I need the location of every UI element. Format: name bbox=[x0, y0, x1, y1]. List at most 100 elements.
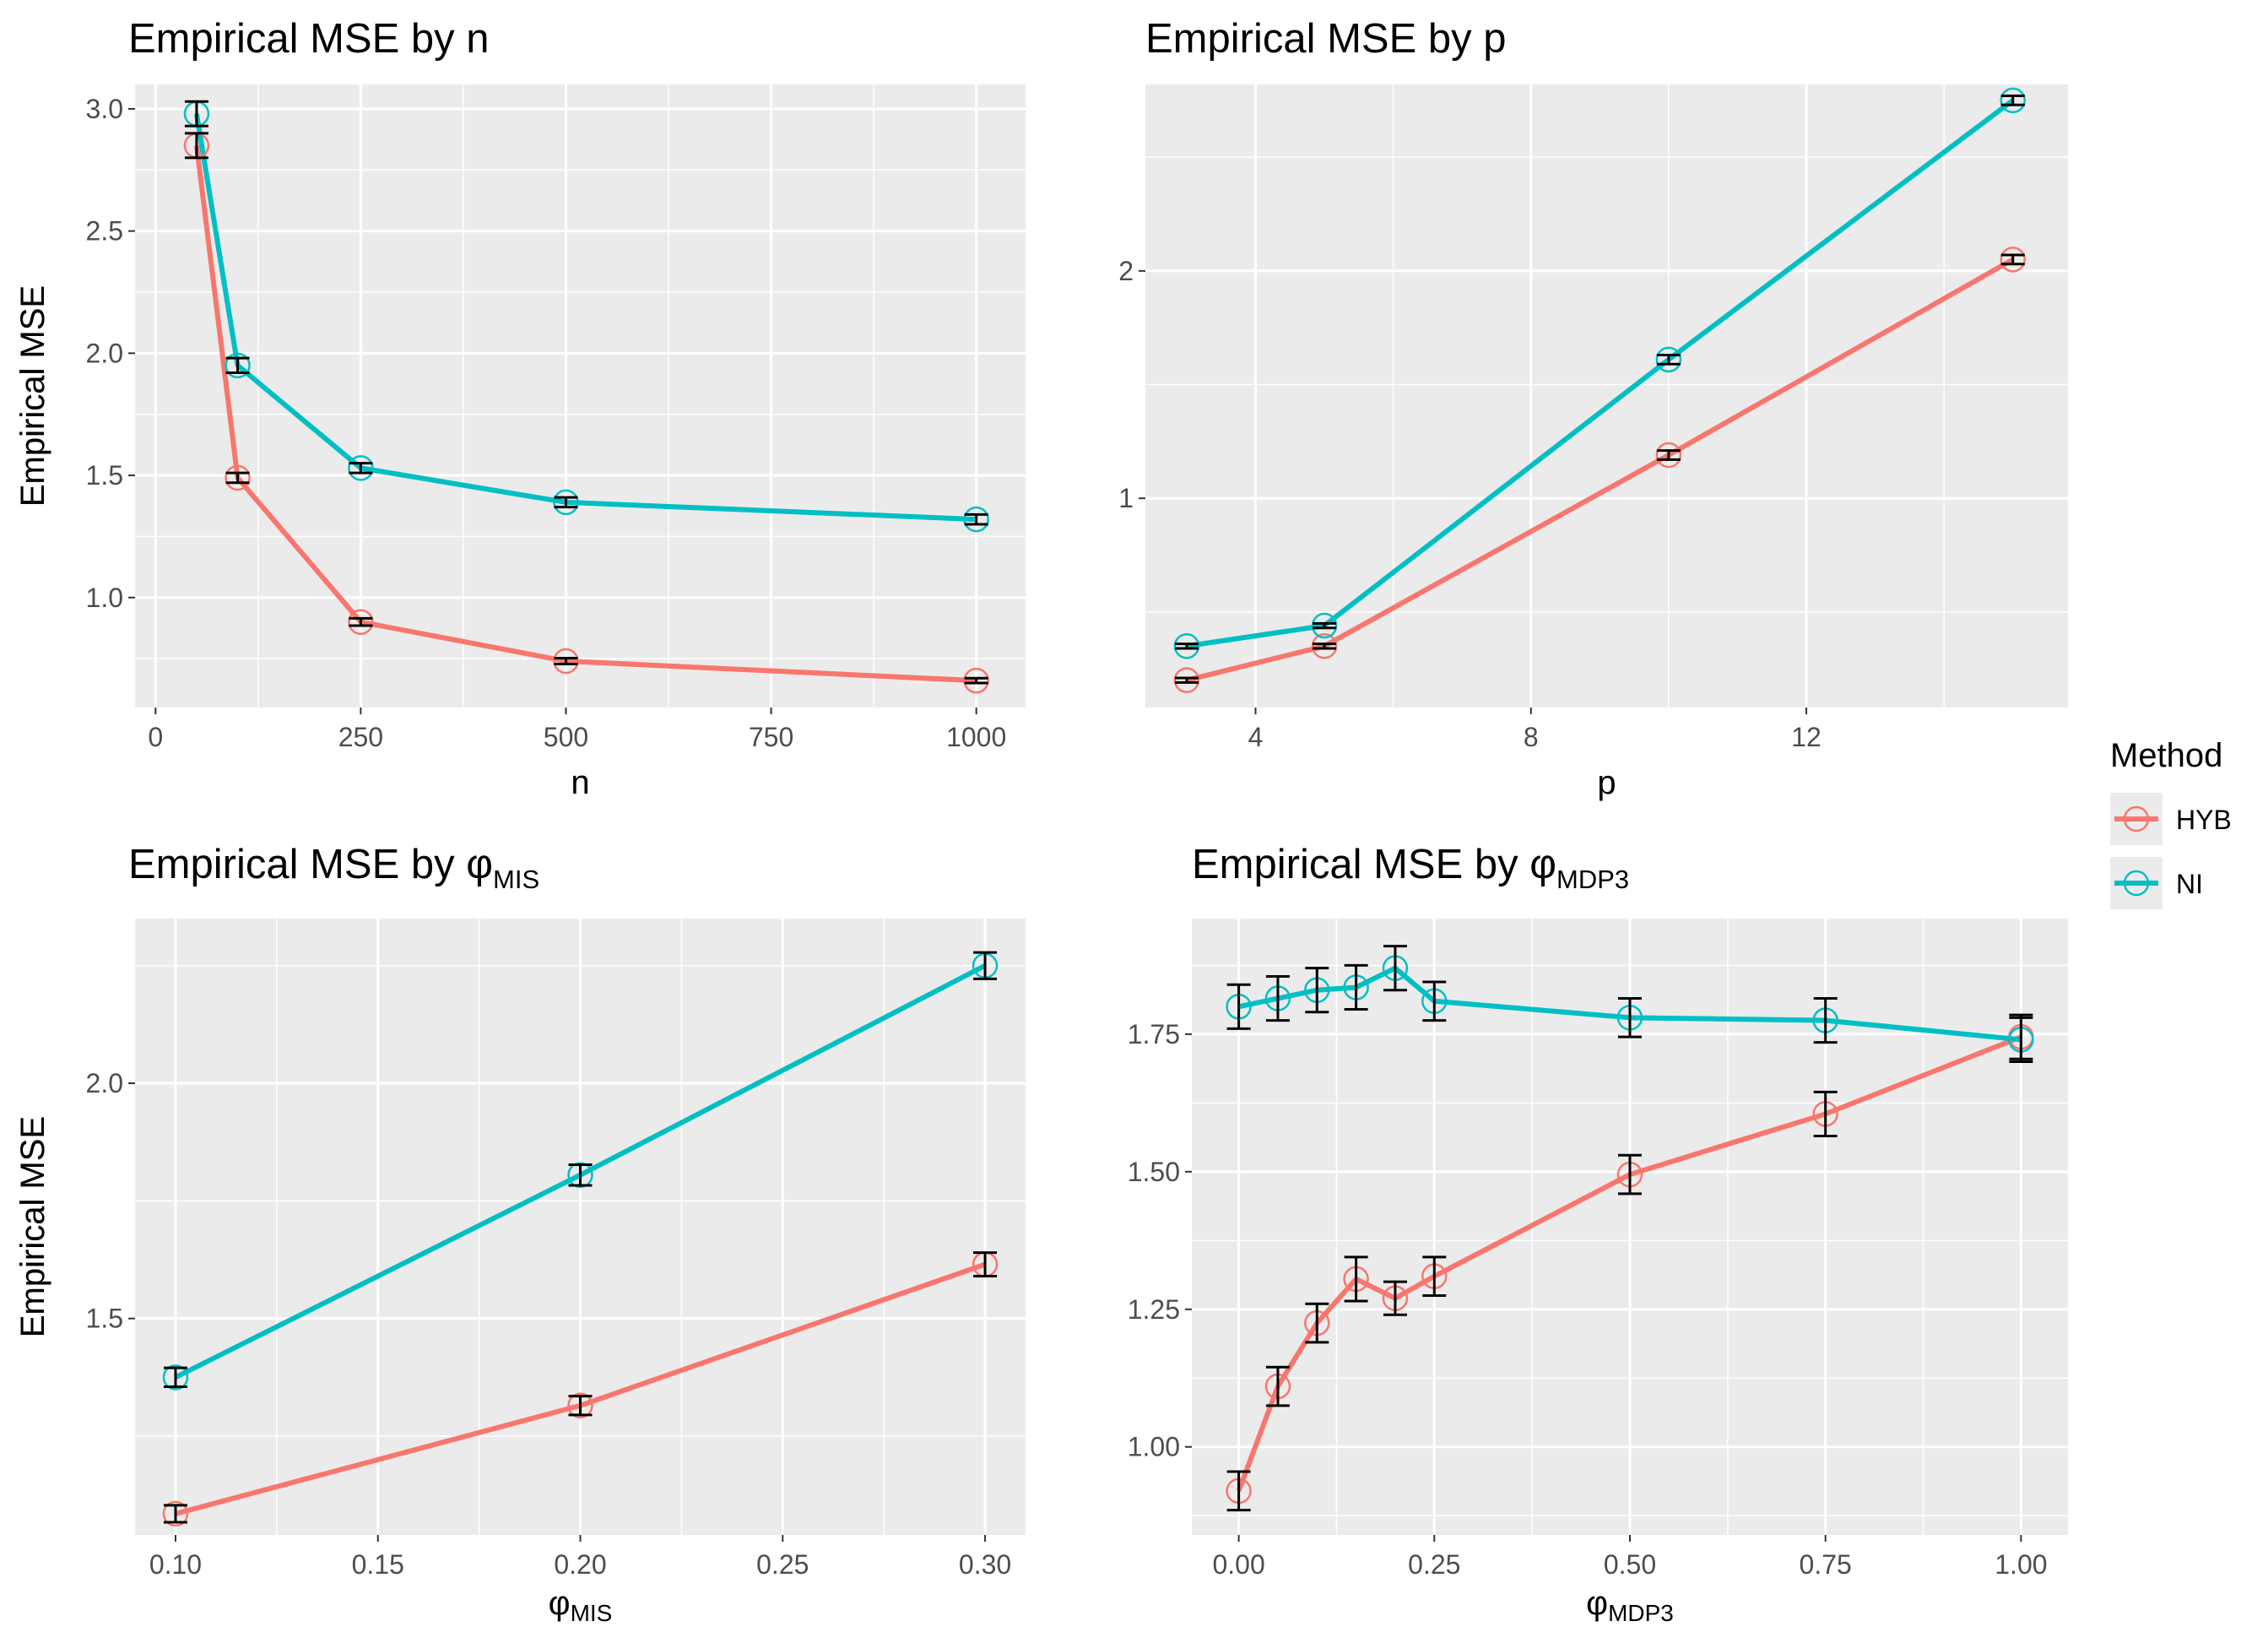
x-axis-label-subscript: MIS bbox=[571, 1600, 613, 1626]
panel-3: 0.10 0.15 0.20 0.25 0.30 1.5 2.0 Empirical MSE … bbox=[14, 842, 1026, 1626]
data-point-hyb bbox=[1655, 442, 1682, 469]
error-bar-hyb bbox=[1618, 1153, 1642, 1196]
error-bar-ni bbox=[1226, 983, 1251, 1030]
x-tick-label: 0.20 bbox=[554, 1549, 606, 1580]
y-tick-label: 2.0 bbox=[86, 338, 123, 368]
error-bar-ni bbox=[2000, 94, 2025, 106]
data-point-hyb bbox=[567, 1392, 593, 1419]
x-axis-label-subscript: MDP3 bbox=[1608, 1600, 1674, 1626]
x-tick-label: 8 bbox=[1524, 722, 1539, 752]
error-bar-hyb bbox=[554, 657, 578, 665]
x-tick-label: 0.10 bbox=[149, 1549, 202, 1580]
error-bar-ni bbox=[2009, 1016, 2033, 1063]
data-point-ni bbox=[1173, 633, 1200, 659]
chart-title-main: Empirical MSE by φ bbox=[128, 842, 493, 887]
x-tick-label: 1000 bbox=[946, 722, 1006, 752]
x-tick-label: 0.15 bbox=[352, 1549, 404, 1580]
error-bar-hyb bbox=[1305, 1302, 1329, 1344]
error-bar-hyb bbox=[349, 616, 373, 627]
x-tick-label: 0.25 bbox=[1408, 1549, 1460, 1580]
y-axis-label: Empirical MSE bbox=[14, 285, 51, 507]
error-bar-ni bbox=[163, 1366, 187, 1388]
error-bar-ni bbox=[349, 462, 373, 474]
data-point-ni bbox=[1655, 346, 1682, 373]
y-axis-label: Empirical MSE bbox=[14, 285, 51, 507]
error-bar-hyb bbox=[184, 132, 208, 160]
data-point-ni bbox=[963, 506, 989, 533]
plot-background bbox=[1145, 84, 2068, 708]
chart-title: Empirical MSE by p bbox=[1145, 16, 1507, 62]
y-tick-label: 1.50 bbox=[1128, 1157, 1180, 1187]
data-point-hyb bbox=[963, 667, 989, 694]
data-point-ni bbox=[553, 489, 579, 516]
x-tick-label: 0.30 bbox=[959, 1549, 1011, 1580]
legend-key-marker-ni bbox=[2123, 870, 2150, 897]
y-tick-label: 1.00 bbox=[1128, 1432, 1180, 1462]
error-bar-ni bbox=[1383, 945, 1407, 992]
y-tick-label: 2 bbox=[1118, 256, 1134, 286]
error-bar-ni bbox=[1618, 997, 1642, 1038]
error-bar-hyb bbox=[1174, 676, 1199, 684]
y-axis-label: Empirical MSE bbox=[14, 1116, 51, 1337]
error-bar-ni bbox=[1265, 974, 1290, 1022]
series-line-ni bbox=[1186, 98, 2015, 649]
error-bar-ni bbox=[568, 1163, 593, 1187]
error-bar-ni bbox=[554, 496, 578, 509]
y-tick-label: 2.5 bbox=[86, 216, 123, 247]
x-tick-label: 0.50 bbox=[1604, 1549, 1656, 1580]
error-bar-ni bbox=[1656, 354, 1681, 366]
error-bar-hyb bbox=[1226, 1470, 1251, 1512]
y-tick-label: 2.0 bbox=[86, 1068, 123, 1098]
error-bar-hyb bbox=[2000, 253, 2025, 266]
x-tick-label: 12 bbox=[1791, 722, 1821, 752]
x-axis-label: φMDP3 bbox=[1586, 1585, 1674, 1626]
error-bar-hyb bbox=[964, 676, 988, 685]
error-bar-ni bbox=[225, 356, 250, 375]
chart-title: Empirical MSE by φMDP3 bbox=[1192, 842, 1629, 894]
error-bar-hyb bbox=[973, 1251, 998, 1278]
x-tick-label: 250 bbox=[338, 722, 383, 752]
chart-title-subscript: MDP3 bbox=[1556, 865, 1629, 894]
y-tick-label: 1.5 bbox=[86, 1304, 123, 1334]
data-point-ni bbox=[567, 1162, 593, 1188]
chart-title-main: Empirical MSE by n bbox=[128, 16, 490, 62]
legend-key-marker-hyb bbox=[2123, 805, 2150, 832]
data-point-ni bbox=[2000, 87, 2026, 114]
error-bar-hyb bbox=[225, 471, 250, 485]
error-bar-ni bbox=[1813, 997, 1838, 1044]
plot-background bbox=[135, 84, 1026, 708]
legend-label-ni: NI bbox=[2176, 869, 2203, 899]
data-point-hyb bbox=[162, 1500, 189, 1527]
data-point-ni bbox=[348, 455, 374, 481]
y-tick-label: 1.0 bbox=[86, 583, 123, 613]
chart-title-main: Empirical MSE by φ bbox=[1192, 842, 1556, 887]
legend: Method HYB NI bbox=[2110, 737, 2232, 909]
y-axis-label: Empirical MSE bbox=[14, 1116, 51, 1337]
data-point-ni bbox=[225, 352, 251, 379]
x-tick-label: 750 bbox=[749, 722, 793, 752]
x-axis-label: n bbox=[571, 764, 589, 801]
panel-1: 0 250 500 750 1000 1.0 1.5 2.0 2.5 3.0 Empirical M… bbox=[14, 16, 1026, 801]
data-point-hyb bbox=[1173, 667, 1200, 693]
error-bar-hyb bbox=[1422, 1255, 1447, 1297]
x-tick-label: 4 bbox=[1248, 722, 1264, 752]
y-tick-label: 1 bbox=[1118, 483, 1134, 513]
data-point-ni bbox=[162, 1364, 189, 1391]
x-axis-label: φMIS bbox=[549, 1585, 613, 1626]
chart-title: Empirical MSE by n bbox=[128, 16, 490, 62]
data-point-hyb bbox=[553, 648, 579, 675]
error-bar-ni bbox=[1313, 621, 1337, 630]
error-bar-ni bbox=[1422, 980, 1447, 1022]
error-bar-hyb bbox=[1344, 1255, 1368, 1303]
error-bar-ni bbox=[1344, 963, 1368, 1011]
x-tick-label: 0.75 bbox=[1800, 1549, 1852, 1580]
y-tick-label: 1.5 bbox=[86, 460, 123, 491]
panel-4: 0.00 0.25 0.50 0.75 1.00 1.00 1.25 1.50 1.75 Empi… bbox=[14, 842, 2068, 1626]
x-tick-label: 0.25 bbox=[756, 1549, 809, 1580]
error-bar-hyb bbox=[1656, 449, 1681, 461]
x-axis-label: p bbox=[1597, 764, 1616, 801]
chart-title: Empirical MSE by φMIS bbox=[128, 842, 539, 894]
x-tick-label: 0 bbox=[148, 722, 163, 752]
